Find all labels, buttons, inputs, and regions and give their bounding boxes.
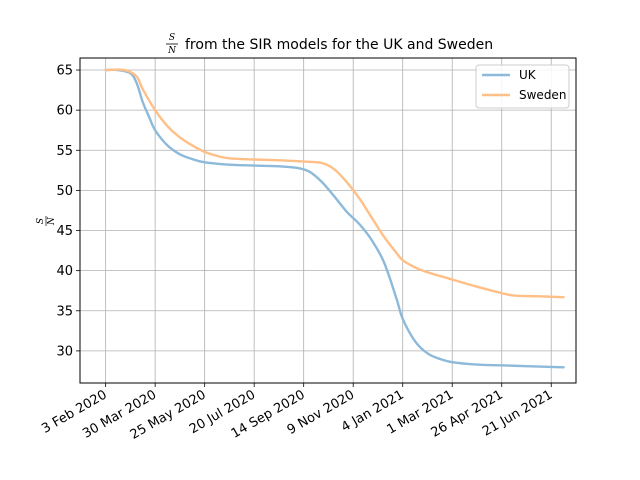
ylabel-fraction-denominator: N — [47, 216, 57, 226]
y-tick-label: 65 — [56, 64, 73, 79]
plot-frame — [79, 57, 577, 384]
y-tick-label: 30 — [56, 344, 73, 359]
y-axis: 30 35 40 45 50 55 60 65 — [56, 64, 80, 359]
series-line-sweden — [104, 68, 565, 299]
legend-label-sweden: Sweden — [519, 88, 566, 102]
chart-title: S N from the SIR models for the UK and S… — [166, 33, 493, 56]
series-line-uk — [104, 68, 565, 369]
legend-label-uk: UK — [519, 68, 537, 82]
y-tick-label: 35 — [56, 304, 73, 319]
y-tick-label: 40 — [56, 264, 73, 279]
ylabel-fraction-numerator: S — [36, 218, 46, 224]
title-fraction-numerator: S — [169, 33, 175, 43]
y-tick-label: 45 — [56, 224, 73, 239]
y-tick-label: 60 — [56, 104, 73, 119]
y-tick-label: 50 — [56, 184, 73, 199]
series-lines — [104, 68, 565, 369]
title-text: from the SIR models for the UK and Swede… — [185, 37, 493, 53]
y-axis-label: S N — [36, 216, 57, 226]
legend: UK Sweden — [475, 64, 570, 109]
y-tick-label: 55 — [56, 144, 73, 159]
title-fraction-denominator: N — [167, 46, 177, 56]
